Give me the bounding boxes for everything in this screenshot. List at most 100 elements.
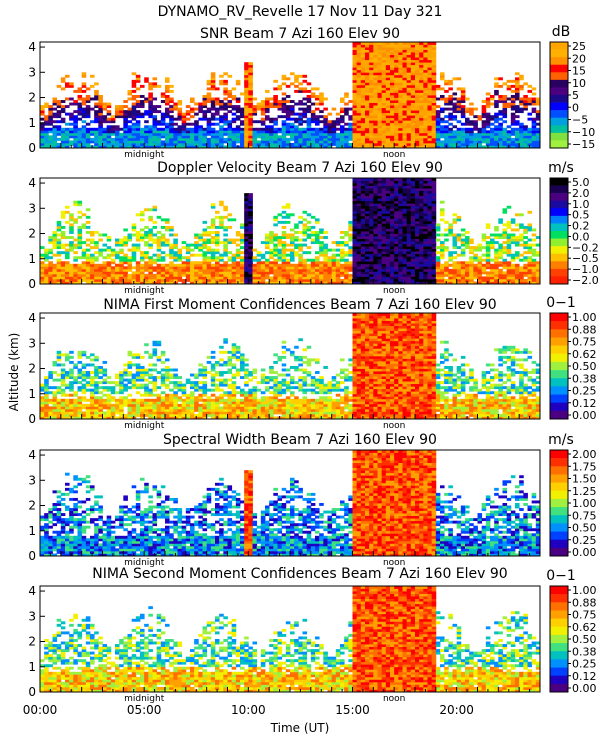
heatmap-cell [60, 261, 66, 265]
heatmap-cell [427, 62, 433, 66]
heatmap-cell [519, 145, 524, 149]
heatmap-cell [56, 243, 62, 247]
heatmap-cell [290, 228, 295, 232]
heatmap-cell [360, 261, 366, 265]
heatmap-cell [485, 100, 491, 103]
heatmap-cell [244, 82, 249, 86]
heatmap-cell [381, 122, 387, 126]
heatmap-cell [381, 62, 387, 66]
heatmap-cell [315, 102, 320, 106]
heatmap-cell [315, 268, 320, 272]
heatmap-cell [477, 135, 483, 139]
heatmap-cell [119, 112, 124, 116]
heatmap-cell [140, 145, 145, 149]
heatmap-cell [152, 107, 158, 111]
heatmap-cell [110, 125, 116, 129]
heatmap-cell [469, 241, 474, 245]
heatmap-cell [448, 278, 453, 282]
heatmap-cell [398, 276, 403, 280]
heatmap-cell [223, 87, 228, 91]
heatmap-cell [198, 140, 203, 144]
heatmap-cell [381, 57, 387, 61]
heatmap-cell [410, 52, 416, 56]
heatmap-cell [427, 67, 433, 71]
heatmap-cell [360, 49, 366, 53]
heatmap-cell [73, 200, 78, 204]
heatmap-cell [144, 233, 149, 237]
heatmap-cell [194, 140, 199, 144]
heatmap-cell [265, 142, 270, 146]
heatmap-cell [244, 256, 249, 260]
heatmap-cell [340, 130, 345, 134]
heatmap-cell [419, 246, 424, 250]
heatmap-cell [394, 281, 399, 285]
heatmap-cell [481, 263, 487, 267]
heatmap-cell [135, 87, 141, 91]
heatmap-cell [527, 102, 533, 106]
heatmap-cell [335, 241, 341, 245]
heatmap-cell [473, 266, 478, 270]
heatmap-cell [56, 225, 62, 229]
heatmap-cell [94, 117, 99, 121]
heatmap-cell [385, 95, 391, 98]
heatmap-cell [410, 132, 416, 136]
heatmap-cell [165, 220, 170, 224]
heatmap-cell [431, 241, 437, 245]
heatmap-cell [535, 115, 541, 119]
heatmap-cell [352, 273, 358, 277]
heatmap-cell [440, 132, 445, 136]
heatmap-cell [94, 142, 99, 146]
heatmap-cell [173, 278, 178, 282]
heatmap-cell [385, 185, 391, 189]
heatmap-cell [106, 125, 112, 129]
heatmap-cell [256, 261, 262, 265]
heatmap-cell [198, 132, 203, 136]
heatmap-cell [365, 142, 370, 146]
heatmap-cell [473, 137, 478, 141]
heatmap-cell [90, 107, 95, 111]
heatmap-cell [231, 268, 237, 272]
heatmap-cell [48, 263, 53, 267]
heatmap-cell [319, 135, 324, 139]
heatmap-cell [348, 117, 353, 121]
heatmap-cell [69, 112, 74, 116]
heatmap-cell [369, 178, 374, 181]
heatmap-cell [160, 115, 166, 119]
heatmap-cell [235, 140, 241, 144]
heatmap-cell [381, 276, 387, 280]
heatmap-cell [452, 105, 458, 109]
heatmap-cell [310, 137, 316, 141]
heatmap-cell [360, 263, 366, 267]
heatmap-cell [206, 79, 212, 83]
heatmap-cell [219, 218, 224, 222]
heatmap-cell [352, 188, 358, 192]
heatmap-cell [169, 243, 174, 247]
heatmap-cell [498, 140, 503, 144]
heatmap-cell [431, 223, 437, 227]
heatmap-cell [356, 107, 362, 111]
heatmap-cell [423, 87, 428, 91]
heatmap-cell [452, 92, 458, 96]
heatmap-cell [390, 256, 395, 260]
heatmap-cell [244, 210, 249, 214]
heatmap-cell [248, 87, 253, 91]
heatmap-cell [394, 203, 399, 207]
heatmap-cell [94, 82, 99, 86]
heatmap-cell [410, 215, 416, 219]
heatmap-cell [435, 276, 441, 280]
heatmap-cell [377, 142, 383, 146]
heatmap-cell [444, 137, 449, 141]
heatmap-cell [485, 263, 491, 267]
heatmap-cell [348, 127, 353, 131]
heatmap-cell [423, 180, 428, 184]
heatmap-cell [106, 253, 112, 257]
heatmap-cell [165, 268, 170, 272]
heatmap-cell [531, 140, 537, 144]
heatmap-cell [440, 77, 445, 81]
heatmap-cell [265, 233, 270, 237]
heatmap-cell [427, 115, 433, 119]
heatmap-cell [52, 127, 58, 131]
heatmap-cell [369, 253, 374, 257]
heatmap-cell [423, 231, 428, 234]
heatmap-cell [377, 140, 383, 144]
